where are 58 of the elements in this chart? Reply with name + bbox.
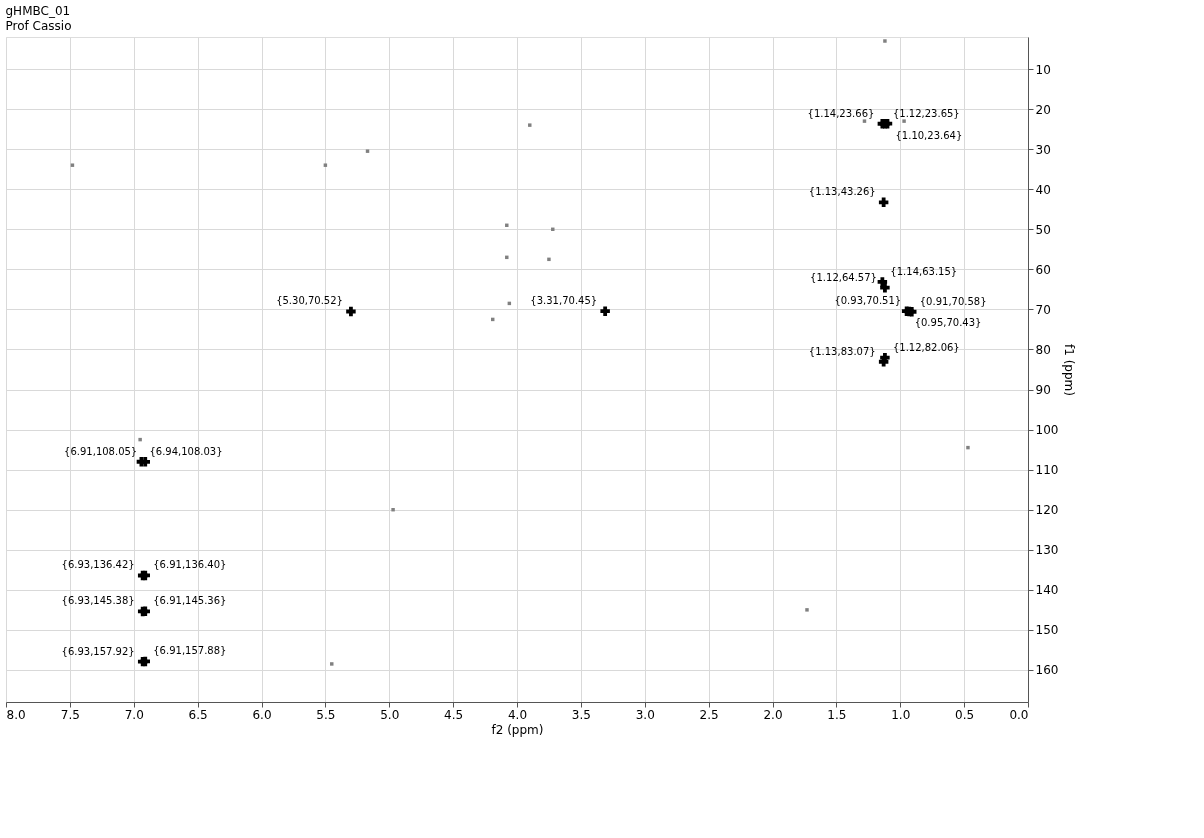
annotation: {1.13,83.07} bbox=[808, 345, 876, 357]
x-tick-label: 2.5 bbox=[699, 707, 719, 722]
annotation: {6.93,145.38} bbox=[61, 595, 135, 607]
annotation: {1.14,63.15} bbox=[890, 265, 958, 277]
y-tick-label: 50 bbox=[1035, 222, 1051, 237]
annotation: {1.13,43.26} bbox=[808, 186, 876, 198]
annotation: {1.10,23.64} bbox=[895, 129, 963, 141]
annotation: {5.30,70.52} bbox=[276, 295, 343, 307]
x-axis-title: f2 (ppm) bbox=[491, 722, 544, 737]
annotation: {1.12,82.06} bbox=[892, 341, 960, 353]
y-tick-label: 80 bbox=[1035, 342, 1051, 357]
y-tick-label: 120 bbox=[1035, 503, 1059, 518]
x-tick-label: 1.0 bbox=[891, 707, 911, 722]
y-tick-label: 30 bbox=[1035, 142, 1051, 157]
x-tick-label: 7.5 bbox=[60, 707, 80, 722]
chart-title: gHMBC_01 bbox=[5, 4, 71, 18]
x-tick-label: 0.0 bbox=[1009, 707, 1029, 722]
annotation: {6.91,157.88} bbox=[153, 645, 227, 657]
annotation: {6.91,108.05} bbox=[64, 445, 138, 457]
x-tick-label: 3.0 bbox=[635, 707, 655, 722]
annotation: {0.95,70.43} bbox=[914, 317, 982, 329]
y-tick-label: 110 bbox=[1035, 463, 1059, 478]
annotation: {1.14,23.66} bbox=[807, 107, 875, 119]
y-tick-label: 40 bbox=[1035, 182, 1051, 197]
y-tick-label: 140 bbox=[1035, 583, 1059, 598]
y-tick-label: 130 bbox=[1035, 543, 1059, 558]
x-tick-label: 8.0 bbox=[6, 707, 26, 722]
annotation: {1.12,64.57} bbox=[810, 271, 877, 283]
annotation: {6.94,108.03} bbox=[149, 445, 223, 457]
y-tick-label: 100 bbox=[1035, 423, 1059, 438]
y-tick-label: 20 bbox=[1035, 102, 1051, 117]
x-tick-label: 4.0 bbox=[507, 707, 528, 722]
y-tick-label: 90 bbox=[1035, 383, 1051, 398]
annotation: {0.91,70.58} bbox=[919, 295, 987, 307]
x-tick-label: 5.5 bbox=[316, 707, 336, 722]
x-tick-label: 6.0 bbox=[252, 707, 272, 722]
x-tick-label: 3.5 bbox=[571, 707, 591, 722]
x-tick-label: 5.0 bbox=[380, 707, 400, 722]
annotation: {1.12,23.65} bbox=[892, 107, 960, 119]
annotation: {6.91,136.40} bbox=[153, 559, 227, 571]
x-tick-label: 4.5 bbox=[444, 707, 464, 722]
y-axis-title: f1 (ppm) bbox=[1062, 344, 1077, 396]
annotation: {6.93,136.42} bbox=[61, 559, 135, 571]
x-tick-label: 1.5 bbox=[827, 707, 847, 722]
y-tick-label: 10 bbox=[1035, 62, 1051, 77]
chart-subtitle: Prof Cassio bbox=[5, 19, 72, 33]
annotation: {6.93,157.92} bbox=[61, 645, 135, 657]
y-tick-label: 160 bbox=[1035, 663, 1059, 678]
y-tick-label: 150 bbox=[1035, 623, 1059, 638]
y-tick-label: 70 bbox=[1035, 302, 1051, 317]
x-tick-label: 0.5 bbox=[955, 707, 975, 722]
annotation: {6.91,145.36} bbox=[153, 595, 227, 607]
x-tick-label: 6.5 bbox=[188, 707, 208, 722]
x-tick-label: 7.0 bbox=[124, 707, 144, 722]
annotation: {0.93,70.51} bbox=[834, 295, 902, 307]
x-tick-label: 2.0 bbox=[763, 707, 783, 722]
annotation: {3.31,70.45} bbox=[530, 295, 598, 307]
y-tick-label: 60 bbox=[1035, 262, 1051, 277]
